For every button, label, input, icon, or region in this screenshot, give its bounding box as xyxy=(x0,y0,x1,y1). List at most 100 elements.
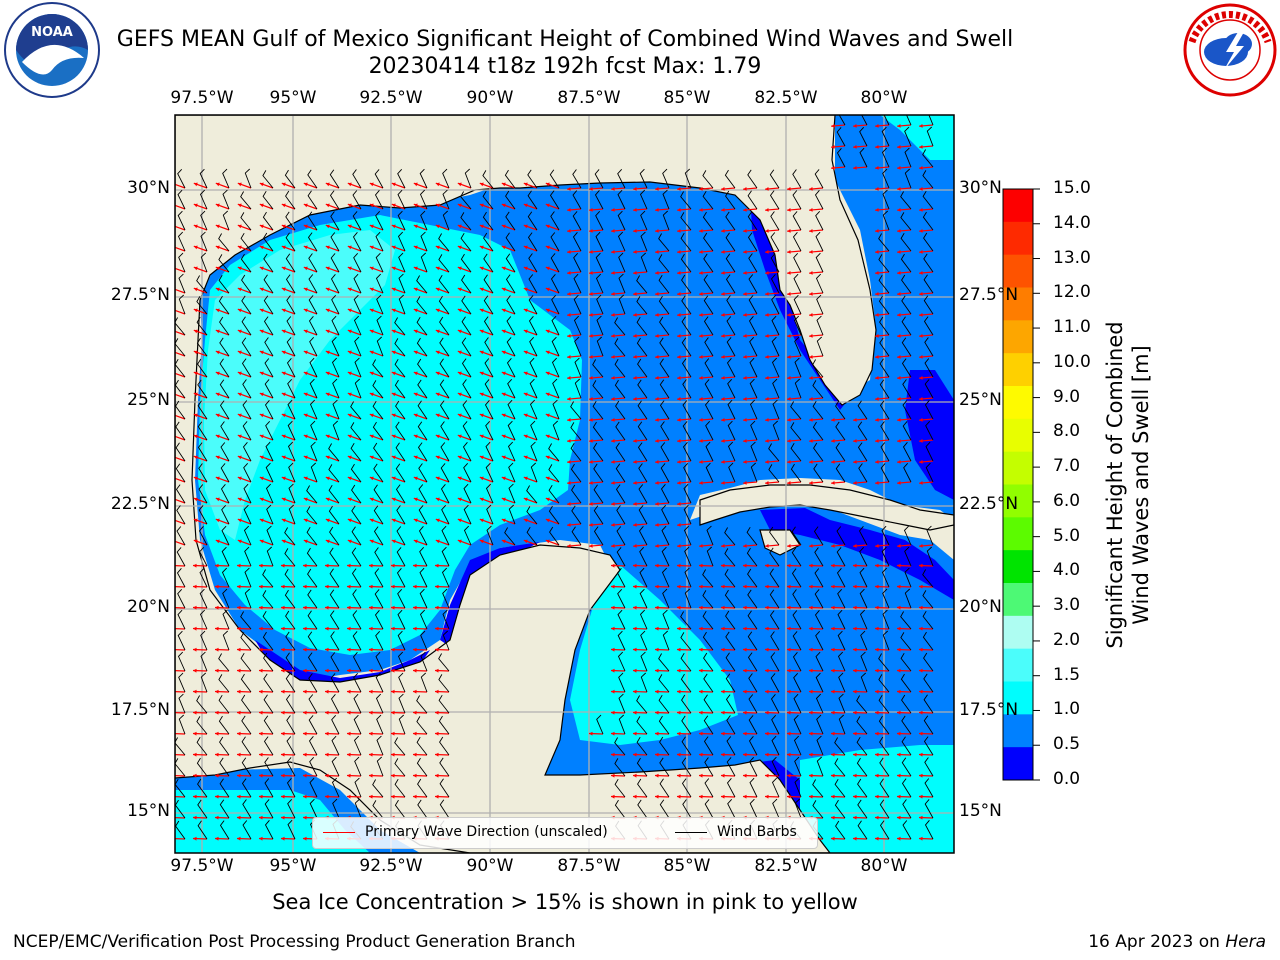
wave-arrow-head xyxy=(589,355,593,359)
wave-arrow-head xyxy=(809,397,813,401)
wave-arrow-head xyxy=(237,752,241,757)
wind-barb xyxy=(770,211,780,231)
wind-barb xyxy=(394,358,406,378)
wave-arrow-head xyxy=(193,455,198,460)
wave-arrow-head xyxy=(721,668,725,673)
wave-arrow-head xyxy=(809,250,813,254)
wind-barb xyxy=(593,484,604,504)
wave-arrow-head xyxy=(369,413,374,418)
wind-barb xyxy=(658,694,670,714)
wind-barb xyxy=(177,588,186,609)
wave-arrow-head xyxy=(369,182,374,187)
wind-barb xyxy=(879,736,890,756)
wind-barb xyxy=(218,233,230,252)
colorbar-label-line2: Wind Waves and Swell [m] xyxy=(1129,345,1153,625)
wind-barb xyxy=(463,483,472,504)
wind-barb xyxy=(506,358,516,378)
wave-arrow-head xyxy=(699,626,703,631)
wind-barb xyxy=(288,483,296,504)
wave-arrow-head xyxy=(347,224,352,229)
wave-arrow-head xyxy=(281,413,286,418)
wave-arrow-head xyxy=(237,287,242,292)
wind-barb xyxy=(240,191,252,210)
wave-arrow-head xyxy=(611,292,615,296)
wind-barb xyxy=(372,779,384,798)
wind-barb xyxy=(353,735,362,756)
wind-barb xyxy=(196,695,208,714)
wave-arrow-head xyxy=(391,371,396,376)
wind-barb xyxy=(902,442,912,462)
wave-arrow-head xyxy=(919,418,923,422)
wind-barb xyxy=(240,652,252,672)
lon-label-bottom-1: 95°W xyxy=(269,856,317,876)
wave-arrow-head xyxy=(831,689,835,694)
wave-arrow-head xyxy=(655,481,659,485)
wave-arrow-head xyxy=(765,460,769,464)
wave-arrow-head xyxy=(501,476,506,481)
wave-arrow-head xyxy=(897,439,901,443)
wave-arrow-head xyxy=(809,668,813,673)
wind-barb xyxy=(769,526,780,546)
wind-barb xyxy=(244,588,252,609)
lat-label-right-4: 20°N xyxy=(959,597,1002,617)
wave-arrow-head xyxy=(897,544,901,548)
wind-barb xyxy=(614,338,626,357)
wind-barb xyxy=(923,652,934,672)
wave-arrow-head xyxy=(897,208,901,212)
wave-arrow-head xyxy=(743,334,747,338)
wind-barb xyxy=(572,211,582,231)
wind-barb xyxy=(746,526,758,546)
wind-barb xyxy=(353,294,362,315)
wind-barb xyxy=(792,652,802,672)
wind-barb xyxy=(221,525,230,546)
wave-arrow-head xyxy=(875,668,879,673)
wind-barb xyxy=(725,253,736,273)
wind-barb xyxy=(199,588,208,609)
wave-arrow-head xyxy=(611,460,615,464)
wind-barb xyxy=(331,336,340,357)
wave-arrow-head xyxy=(303,731,307,736)
wind-barb xyxy=(439,379,450,399)
wind-barb xyxy=(263,694,274,714)
wind-barb xyxy=(726,715,736,735)
wave-arrow-head xyxy=(501,308,506,313)
wave-arrow-head xyxy=(567,460,571,464)
wave-arrow-head xyxy=(215,224,220,229)
wave-arrow-head xyxy=(347,434,352,439)
wind-barb xyxy=(793,714,802,735)
wind-barb xyxy=(441,546,450,567)
wind-barb xyxy=(351,568,362,588)
wave-arrow-head xyxy=(589,334,593,338)
wind-barb xyxy=(923,253,934,273)
wind-barb xyxy=(330,232,340,252)
wind-barb xyxy=(659,778,670,798)
wind-barb xyxy=(857,778,868,798)
footer-machine: Hera xyxy=(1225,932,1266,952)
wind-barb xyxy=(222,210,230,231)
wave-arrow-head xyxy=(193,371,198,376)
wave-arrow-head xyxy=(281,308,286,313)
wave-arrow-head xyxy=(853,752,857,757)
wave-arrow-head xyxy=(875,187,879,191)
wave-arrow-head xyxy=(809,731,813,736)
wind-barb xyxy=(878,674,890,693)
wind-barb xyxy=(375,210,384,231)
lat-label-left-5: 17.5°N xyxy=(110,700,170,720)
wind-barb xyxy=(747,610,758,630)
wave-arrow-head xyxy=(391,752,395,757)
wave-arrow-head xyxy=(633,418,637,422)
wind-barb xyxy=(749,798,758,819)
wave-arrow-head xyxy=(259,224,264,229)
wave-arrow-head xyxy=(435,773,439,778)
wave-arrow-head xyxy=(743,355,747,359)
wind-barb xyxy=(660,484,670,504)
wind-barb xyxy=(284,169,296,189)
wind-barb xyxy=(904,546,912,567)
wave-arrow-head xyxy=(391,455,396,460)
wind-barb xyxy=(242,799,252,819)
colorbar-segment-7 xyxy=(1003,418,1033,453)
wave-arrow-head xyxy=(457,287,462,292)
wave-arrow-head xyxy=(567,544,571,548)
wind-barb xyxy=(350,463,362,483)
wave-arrow-head xyxy=(391,413,396,418)
